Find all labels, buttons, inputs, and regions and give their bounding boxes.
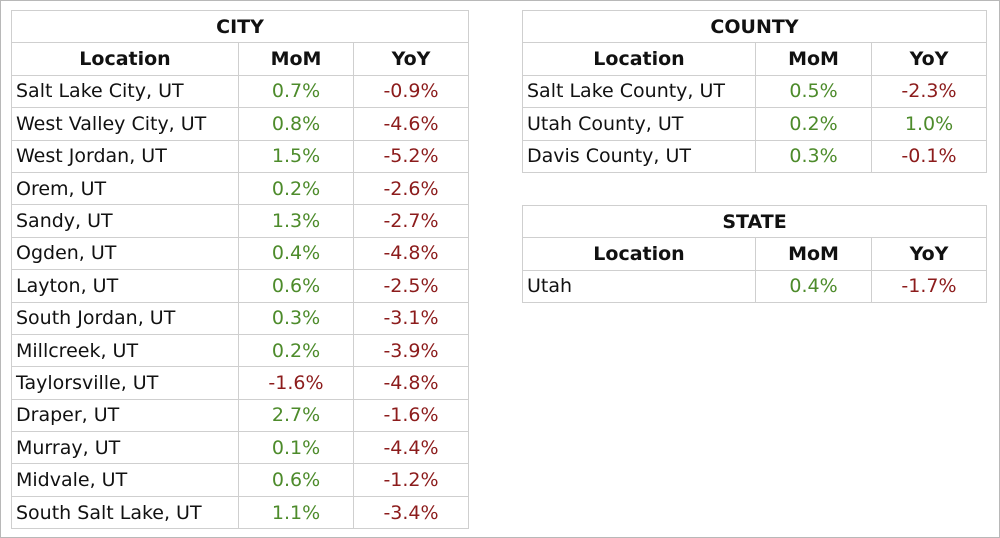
yoy-cell: -1.2% — [352, 463, 470, 497]
table-row: Orem, UT 0.2% -2.6% — [11, 171, 470, 206]
state-table-title: STATE — [522, 204, 987, 239]
mom-cell: 1.5% — [238, 139, 354, 173]
mom-cell: -1.6% — [238, 366, 354, 400]
state-table: STATE Location MoM YoY Utah 0.4% -1.7% — [522, 204, 987, 304]
location-cell: Murray, UT — [11, 431, 239, 465]
table-row: Taylorsville, UT -1.6% -4.8% — [11, 366, 470, 400]
table-row: Davis County, UT 0.3% -0.1% — [522, 139, 987, 173]
city-table: CITY Location MoM YoY Salt Lake City, UT… — [10, 9, 470, 530]
mom-cell: 1.3% — [238, 204, 354, 238]
county-table-title: COUNTY — [522, 9, 987, 44]
mom-cell: 0.5% — [755, 74, 872, 109]
location-cell: Sandy, UT — [11, 204, 239, 238]
table-row: Utah 0.4% -1.7% — [522, 269, 987, 304]
table-row: West Valley City, UT 0.8% -4.6% — [11, 107, 470, 141]
table-row: Millcreek, UT 0.2% -3.9% — [11, 333, 470, 368]
location-column-header: Location — [11, 42, 239, 76]
mom-cell: 2.7% — [238, 398, 354, 433]
mom-column-header: MoM — [238, 42, 354, 76]
mom-cell: 0.7% — [238, 74, 354, 109]
location-cell: South Salt Lake, UT — [11, 495, 239, 530]
location-cell: Taylorsville, UT — [11, 366, 239, 400]
location-cell: Salt Lake County, UT — [522, 74, 756, 109]
table-row: Murray, UT 0.1% -4.4% — [11, 431, 470, 465]
mom-cell: 0.6% — [238, 269, 354, 303]
yoy-cell: -4.8% — [352, 366, 470, 400]
table-row: Salt Lake City, UT 0.7% -0.9% — [11, 74, 470, 109]
table-row: Midvale, UT 0.6% -1.2% — [11, 463, 470, 497]
location-cell: Utah — [522, 269, 756, 304]
yoy-cell: -4.8% — [352, 236, 470, 271]
yoy-column-header: YoY — [871, 42, 987, 76]
county-table: COUNTY Location MoM YoY Salt Lake County… — [522, 9, 987, 173]
yoy-cell: -3.1% — [352, 301, 470, 335]
table-row: South Jordan, UT 0.3% -3.1% — [11, 301, 470, 335]
table-row: Salt Lake County, UT 0.5% -2.3% — [522, 74, 987, 109]
table-row: South Salt Lake, UT 1.1% -3.4% — [11, 495, 470, 530]
mom-cell: 0.4% — [755, 269, 872, 304]
yoy-cell: -2.7% — [352, 204, 470, 238]
location-cell: West Jordan, UT — [11, 139, 239, 173]
yoy-cell: -2.6% — [352, 171, 470, 206]
location-cell: Draper, UT — [11, 398, 239, 433]
mom-column-header: MoM — [755, 237, 872, 271]
yoy-cell: -3.9% — [352, 333, 470, 368]
mom-cell: 0.2% — [755, 107, 872, 141]
yoy-cell: -4.6% — [352, 107, 470, 141]
location-column-header: Location — [522, 237, 756, 271]
table-row: Ogden, UT 0.4% -4.8% — [11, 236, 470, 271]
mom-cell: 0.4% — [238, 236, 354, 271]
mom-cell: 0.3% — [238, 301, 354, 335]
location-cell: South Jordan, UT — [11, 301, 239, 335]
yoy-cell: 1.0% — [871, 107, 987, 141]
mom-cell: 1.1% — [238, 495, 354, 530]
mom-cell: 0.2% — [238, 333, 354, 368]
location-cell: Salt Lake City, UT — [11, 74, 239, 109]
yoy-cell: -2.3% — [871, 74, 987, 109]
table-row: Draper, UT 2.7% -1.6% — [11, 398, 470, 433]
location-cell: Utah County, UT — [522, 107, 756, 141]
mom-cell: 0.2% — [238, 171, 354, 206]
location-cell: Davis County, UT — [522, 139, 756, 173]
city-table-title: CITY — [10, 9, 470, 44]
mom-cell: 0.3% — [755, 139, 872, 173]
yoy-cell: -0.9% — [352, 74, 470, 109]
mom-cell: 0.1% — [238, 431, 354, 465]
yoy-column-header: YoY — [871, 237, 987, 271]
table-row: Layton, UT 0.6% -2.5% — [11, 269, 470, 303]
yoy-cell: -1.6% — [352, 398, 470, 433]
yoy-cell: -4.4% — [352, 431, 470, 465]
table-row: Utah County, UT 0.2% 1.0% — [522, 107, 987, 141]
location-cell: Orem, UT — [11, 171, 239, 206]
location-column-header: Location — [522, 42, 756, 76]
mom-column-header: MoM — [755, 42, 872, 76]
location-cell: Midvale, UT — [11, 463, 239, 497]
table-row: Sandy, UT 1.3% -2.7% — [11, 204, 470, 238]
mom-cell: 0.6% — [238, 463, 354, 497]
mom-cell: 0.8% — [238, 107, 354, 141]
location-cell: Layton, UT — [11, 269, 239, 303]
yoy-cell: -2.5% — [352, 269, 470, 303]
yoy-cell: -1.7% — [871, 269, 987, 304]
yoy-cell: -5.2% — [352, 139, 470, 173]
location-cell: West Valley City, UT — [11, 107, 239, 141]
yoy-cell: -0.1% — [871, 139, 987, 173]
yoy-cell: -3.4% — [352, 495, 470, 530]
table-row: West Jordan, UT 1.5% -5.2% — [11, 139, 470, 173]
location-cell: Millcreek, UT — [11, 333, 239, 368]
location-cell: Ogden, UT — [11, 236, 239, 271]
yoy-column-header: YoY — [352, 42, 470, 76]
